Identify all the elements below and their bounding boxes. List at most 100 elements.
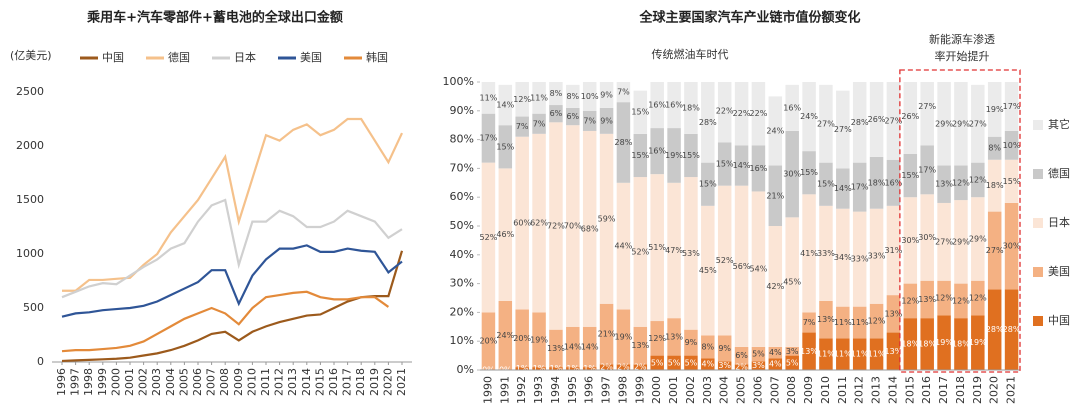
data-label: 6% <box>550 109 563 118</box>
bar-segment <box>633 326 648 365</box>
bar-segment <box>599 107 614 134</box>
data-label: 12% <box>969 294 987 303</box>
data-label: 8% <box>566 92 579 101</box>
bar-segment <box>869 156 884 209</box>
bar-segment <box>582 326 597 368</box>
bar-segment <box>717 142 732 186</box>
bar-segment <box>836 208 850 307</box>
data-label: 16% <box>665 101 683 110</box>
data-label: 46% <box>496 230 514 239</box>
bar-segment <box>566 84 580 108</box>
data-label: 42% <box>766 282 784 291</box>
y-tick-label: 0 <box>37 355 44 368</box>
data-label: 4% <box>701 360 714 369</box>
data-label: 14% <box>733 161 751 170</box>
data-label: 27% <box>969 119 987 128</box>
bar-segment <box>701 162 715 206</box>
x-tick-label: 1994 <box>549 376 562 404</box>
bar-segment <box>667 182 681 319</box>
data-label: 12% <box>648 334 666 343</box>
x-tick-label: 1992 <box>515 376 528 404</box>
data-label: 8% <box>550 89 563 98</box>
bar-segment <box>633 364 648 370</box>
line-series <box>61 244 403 318</box>
x-tick-label: 2007 <box>205 368 218 396</box>
bar-segment <box>566 367 580 370</box>
bar-segment <box>751 346 766 362</box>
bar-segment <box>886 159 901 206</box>
bar-segment <box>549 122 563 330</box>
data-label: 5% <box>651 358 664 367</box>
data-label: 2% <box>617 363 630 372</box>
data-label: 2% <box>634 363 647 372</box>
bar-segment <box>954 165 968 201</box>
bar-segment <box>937 202 951 281</box>
data-label: 14% <box>581 342 599 351</box>
data-label: 52% <box>716 256 734 265</box>
bar-segment <box>886 332 901 370</box>
data-label: 5% <box>786 358 799 367</box>
data-label: 11% <box>851 318 869 327</box>
y-tick-label: 2500 <box>16 85 44 98</box>
x-tick-label: 2004 <box>164 368 177 396</box>
bar-segment <box>616 364 631 370</box>
data-label: 9% <box>600 90 613 99</box>
bar-segment <box>717 361 732 370</box>
legend-swatch <box>1033 120 1043 130</box>
data-label: 28% <box>851 118 869 127</box>
x-tick-label: 2019 <box>368 368 381 396</box>
data-label: 52% <box>480 233 498 242</box>
data-label: 1% <box>533 364 546 373</box>
bar-segment <box>599 82 614 108</box>
bar-segment <box>751 145 766 192</box>
data-label: 5% <box>685 358 698 367</box>
bar-segment <box>903 318 918 370</box>
bar-segment <box>481 312 496 370</box>
x-tick-label: 2011 <box>836 376 849 404</box>
y-tick-label: 50% <box>450 219 474 232</box>
data-label: 19% <box>615 332 633 341</box>
x-tick-label: 2000 <box>650 376 663 404</box>
bar-segment <box>819 300 833 339</box>
data-label: 15% <box>901 171 919 180</box>
x-tick-label: 2015 <box>313 368 326 396</box>
bar-segment <box>852 82 867 163</box>
bar-segment <box>819 205 833 301</box>
data-label: 72% <box>547 222 565 231</box>
y-tick-label: 70% <box>450 161 474 174</box>
bar-segment <box>819 162 833 206</box>
x-tick-label: 2020 <box>988 376 1001 404</box>
x-tick-label: 2000 <box>109 368 122 396</box>
bar-segment <box>684 82 698 134</box>
data-label: 30% <box>1003 242 1021 251</box>
data-label: 8% <box>988 144 1001 153</box>
bar-segment <box>768 358 783 370</box>
x-tick-label: 2002 <box>137 368 150 396</box>
data-label: 27% <box>885 116 903 125</box>
bar-segment <box>886 295 901 333</box>
data-label: 15% <box>631 108 649 117</box>
y-tick-label: 100% <box>443 75 474 88</box>
x-tick-label: 1997 <box>600 376 613 404</box>
data-label: 7% <box>583 116 596 125</box>
data-label: 19% <box>935 338 953 347</box>
x-tick-label: 2013 <box>286 368 299 396</box>
data-label: 34% <box>834 253 852 262</box>
data-label: 13% <box>885 347 903 356</box>
bar-segment <box>751 191 766 347</box>
data-label: 7% <box>516 122 529 131</box>
y-tick-label: 90% <box>450 104 474 117</box>
bar-segment <box>802 312 816 333</box>
data-label: 29% <box>935 119 953 128</box>
data-label: 11% <box>851 350 869 359</box>
data-label: 7% <box>617 88 630 97</box>
data-label: 7% <box>803 318 816 327</box>
data-label: 21% <box>766 191 784 200</box>
bar-segment <box>481 82 496 114</box>
data-label: 7% <box>533 119 546 128</box>
data-label: 11% <box>817 350 835 359</box>
data-label: 70% <box>564 222 582 231</box>
data-label: 13% <box>935 180 953 189</box>
x-tick-label: 2006 <box>191 368 204 396</box>
